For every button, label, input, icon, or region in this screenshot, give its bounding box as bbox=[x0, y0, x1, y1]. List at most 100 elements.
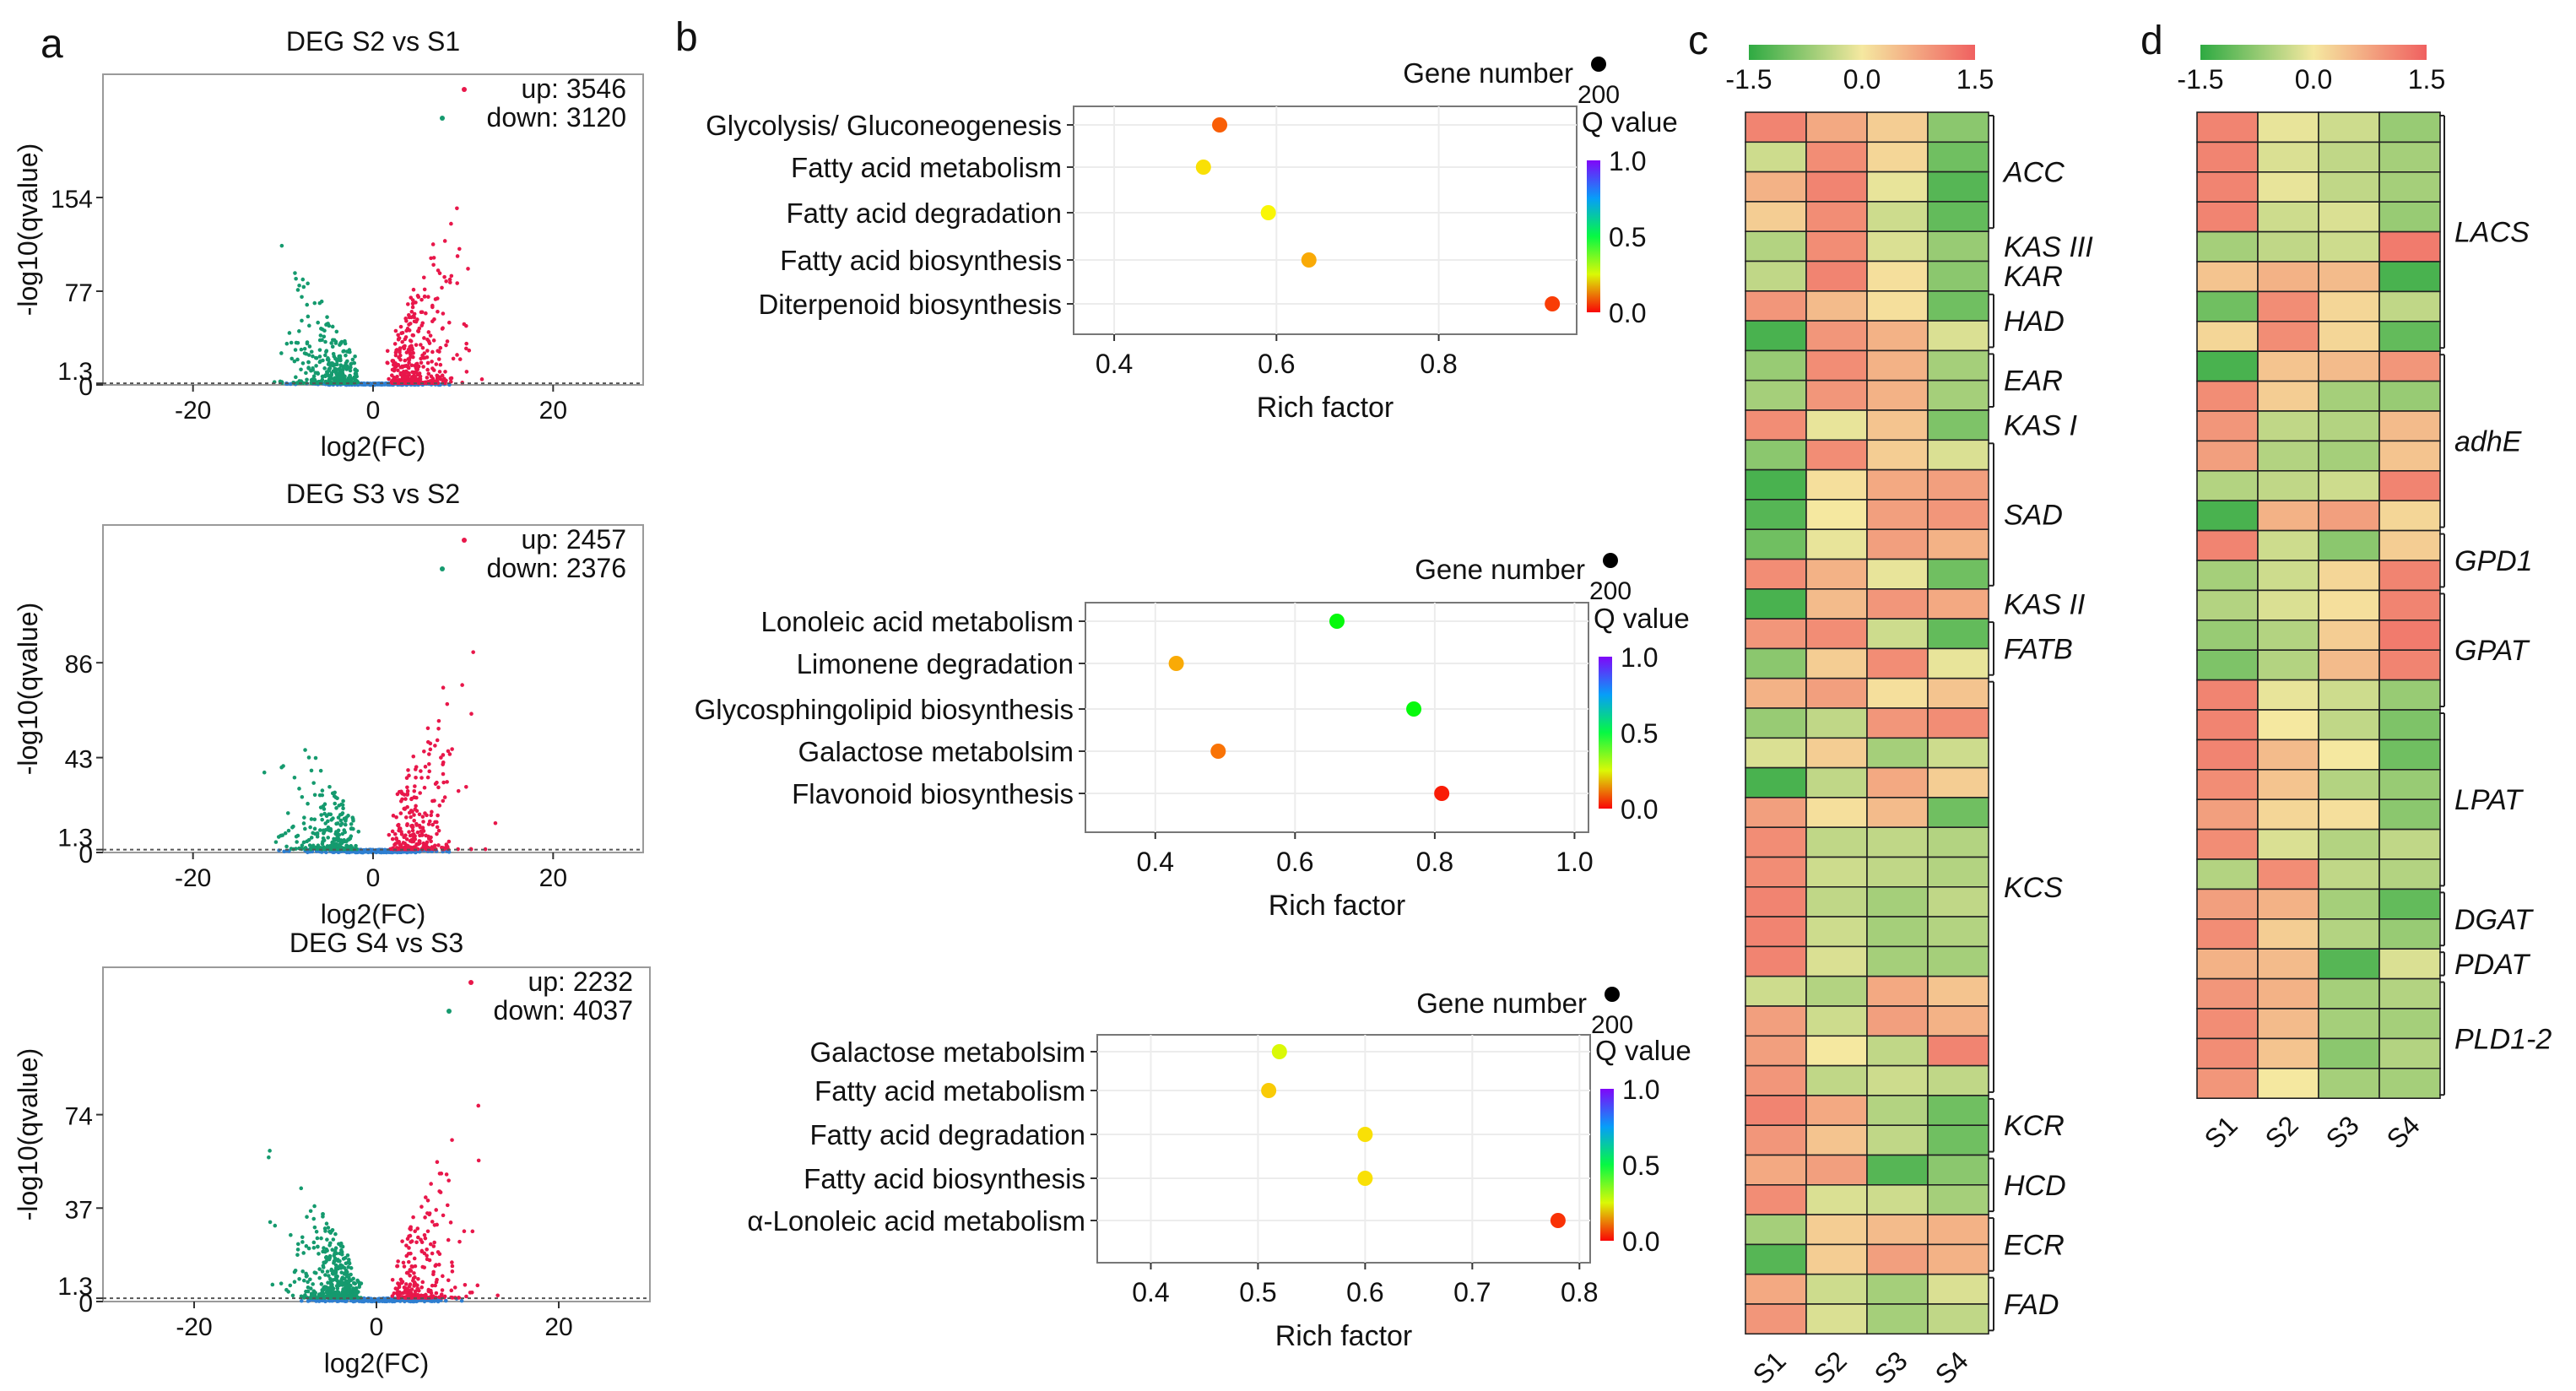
y-tick-label: 43 bbox=[65, 746, 93, 774]
up-point bbox=[441, 780, 446, 785]
heatmap-cell bbox=[2318, 171, 2380, 203]
ns-point bbox=[351, 1299, 356, 1304]
down-point bbox=[300, 1235, 305, 1240]
up-point bbox=[429, 1288, 433, 1293]
up-point bbox=[432, 1240, 436, 1245]
up-point bbox=[429, 256, 433, 261]
enrichment-point bbox=[1357, 1171, 1373, 1186]
down-point bbox=[328, 826, 333, 831]
up-point bbox=[415, 847, 420, 852]
up-point bbox=[412, 1256, 417, 1261]
up-point bbox=[419, 1204, 424, 1209]
up-point bbox=[462, 1229, 467, 1233]
up-point bbox=[405, 364, 410, 369]
up-point bbox=[413, 1281, 418, 1286]
gene-label: GPAT bbox=[2454, 635, 2530, 667]
down-point bbox=[306, 353, 311, 357]
up-point bbox=[409, 837, 414, 842]
heatmap-cell bbox=[2378, 290, 2441, 322]
up-point bbox=[419, 776, 424, 780]
heatmap-cell bbox=[2257, 380, 2319, 412]
up-point bbox=[440, 373, 445, 378]
down-point bbox=[319, 1282, 324, 1286]
gene-label: PDAT bbox=[2454, 949, 2530, 981]
heatmap-cell bbox=[1866, 1273, 1929, 1305]
heatmap-cell bbox=[2257, 619, 2319, 651]
color-scale-bar bbox=[1749, 45, 1975, 60]
up-point bbox=[428, 1242, 433, 1247]
up-point bbox=[422, 750, 426, 754]
ns-point bbox=[299, 1298, 304, 1303]
up-point bbox=[407, 1246, 411, 1250]
heatmap-cell bbox=[1805, 707, 1868, 739]
heatmap-cell bbox=[2196, 201, 2259, 233]
up-point bbox=[464, 370, 469, 374]
heatmap-cell bbox=[1805, 647, 1868, 679]
up-point bbox=[430, 798, 435, 804]
heatmap-cell bbox=[1805, 499, 1868, 531]
down-point bbox=[293, 348, 298, 352]
up-point bbox=[450, 1138, 454, 1142]
up-point bbox=[414, 775, 418, 780]
pathway-label: Galactose metabolsim bbox=[798, 736, 1074, 767]
up-point bbox=[400, 792, 405, 796]
gene-label: HAD bbox=[2004, 306, 2065, 338]
heatmap-cell bbox=[1805, 528, 1868, 560]
gene-label: KAS II bbox=[2004, 588, 2086, 620]
heatmap-cell bbox=[1927, 766, 1989, 798]
heatmap-cell bbox=[1745, 737, 1807, 769]
up-point bbox=[442, 239, 447, 243]
up-point bbox=[431, 338, 436, 343]
up-point bbox=[419, 360, 424, 365]
heatmap-cell bbox=[1745, 975, 1807, 1007]
down-point bbox=[348, 1294, 353, 1298]
heatmap-cell bbox=[1745, 558, 1807, 590]
color-scale-tick: 1.5 bbox=[1956, 64, 1994, 95]
y-tick-label: 74 bbox=[65, 1103, 93, 1131]
down-point bbox=[327, 844, 333, 848]
down-point bbox=[349, 822, 354, 826]
heatmap-cell bbox=[1745, 379, 1807, 411]
up-point bbox=[405, 785, 409, 790]
heatmap-cell bbox=[2318, 410, 2380, 442]
gene-label: KAS I bbox=[2004, 410, 2077, 442]
up-point bbox=[394, 836, 398, 841]
up-point bbox=[466, 267, 470, 271]
panel-letter-c: c bbox=[1688, 19, 1708, 63]
panel-letter-a: a bbox=[41, 22, 63, 67]
up-point bbox=[408, 1282, 413, 1287]
up-point bbox=[463, 1282, 468, 1287]
down-point bbox=[329, 341, 333, 345]
up-point bbox=[424, 833, 429, 838]
down-point bbox=[334, 368, 338, 372]
heatmap-cell bbox=[1927, 1005, 1989, 1037]
up-point bbox=[445, 701, 450, 706]
down-point bbox=[299, 347, 304, 352]
heatmap-cell bbox=[1805, 886, 1868, 917]
heatmap-cell bbox=[1927, 737, 1989, 769]
up-point bbox=[430, 360, 434, 364]
down-point bbox=[273, 1223, 278, 1228]
heatmap-cell bbox=[2378, 320, 2441, 352]
down-point bbox=[311, 374, 317, 379]
up-point bbox=[475, 1283, 480, 1288]
pathway-label: Flavonoid biosynthesis bbox=[792, 778, 1074, 809]
heatmap-cell bbox=[1866, 201, 1929, 232]
down-point bbox=[311, 1216, 317, 1221]
down-point bbox=[324, 1254, 329, 1259]
heatmap-cell bbox=[1745, 111, 1807, 143]
heatmap-cell bbox=[2378, 261, 2441, 293]
heatmap-cell bbox=[2378, 589, 2441, 621]
up-point bbox=[409, 1240, 413, 1244]
heatmap-cell bbox=[2196, 230, 2259, 263]
up-point bbox=[442, 795, 447, 799]
down-point bbox=[306, 755, 311, 760]
up-point bbox=[426, 822, 431, 826]
up-point bbox=[410, 828, 415, 833]
y-tick-label: 77 bbox=[65, 279, 93, 307]
up-point bbox=[445, 780, 449, 784]
heatmap-cell bbox=[1866, 766, 1929, 798]
down-point bbox=[333, 795, 338, 800]
size-legend-value: 200 bbox=[1578, 81, 1620, 109]
down-point bbox=[312, 793, 317, 798]
